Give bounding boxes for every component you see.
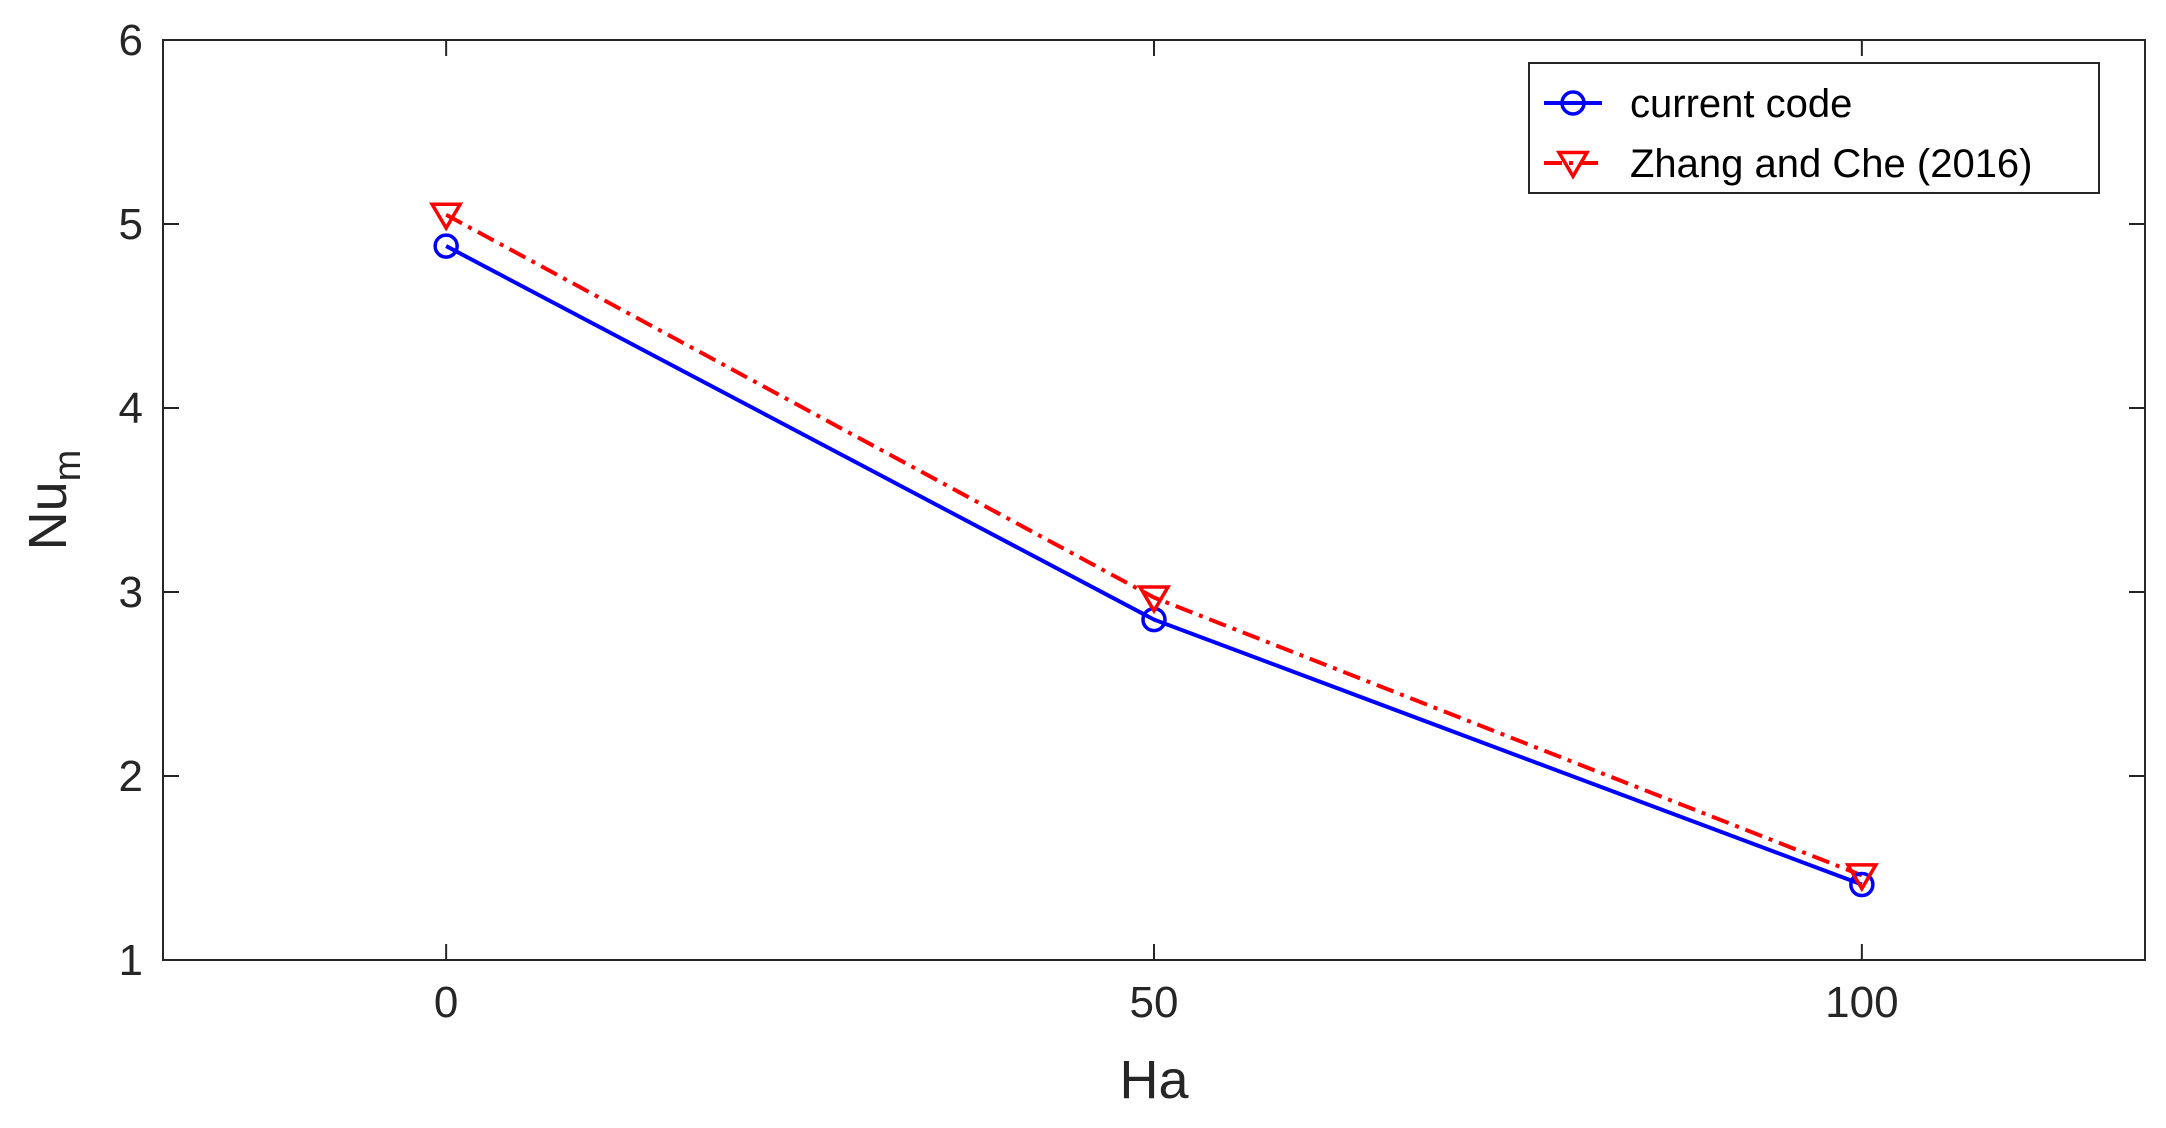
legend-marker-2 (1555, 150, 1591, 180)
legend-label-1: current code (1630, 82, 1852, 126)
y-axis-label: Num (18, 450, 89, 551)
x-tick-label: 100 (1825, 978, 1898, 1027)
y-tick-label: 5 (119, 200, 143, 249)
y-axis-label-sub: m (47, 450, 89, 482)
series-line-2 (445, 213, 1863, 878)
legend-label-2: Zhang and Che (2016) (1630, 142, 2033, 186)
x-tick-label: 50 (1130, 978, 1179, 1027)
series-line-1 (445, 244, 1863, 887)
legend-box (1528, 62, 2100, 194)
series-1-point (433, 233, 459, 259)
y-tick-label: 2 (119, 752, 143, 801)
x-axis-label: Ha (1119, 1050, 1189, 1110)
y-tick-label: 6 (119, 16, 143, 65)
y-axis-label-main: Nu (18, 481, 78, 550)
series-markers (429, 202, 1879, 898)
legend-marker-1 (1560, 90, 1586, 116)
series-lines (445, 213, 1863, 887)
y-tick-label: 1 (119, 936, 143, 985)
y-tick-label: 4 (119, 384, 143, 433)
x-tick-label: 0 (434, 978, 458, 1027)
series-2-point (1844, 863, 1879, 893)
legend: current code Zhang and Che (2016) (1528, 62, 2100, 194)
y-tick-label: 3 (119, 568, 143, 617)
axis-ticks: 0 50 100 1 2 3 4 5 6 (119, 16, 2145, 1027)
series-2-point (1136, 585, 1172, 615)
series-2-point (429, 202, 464, 232)
series-1-point (1849, 871, 1875, 898)
